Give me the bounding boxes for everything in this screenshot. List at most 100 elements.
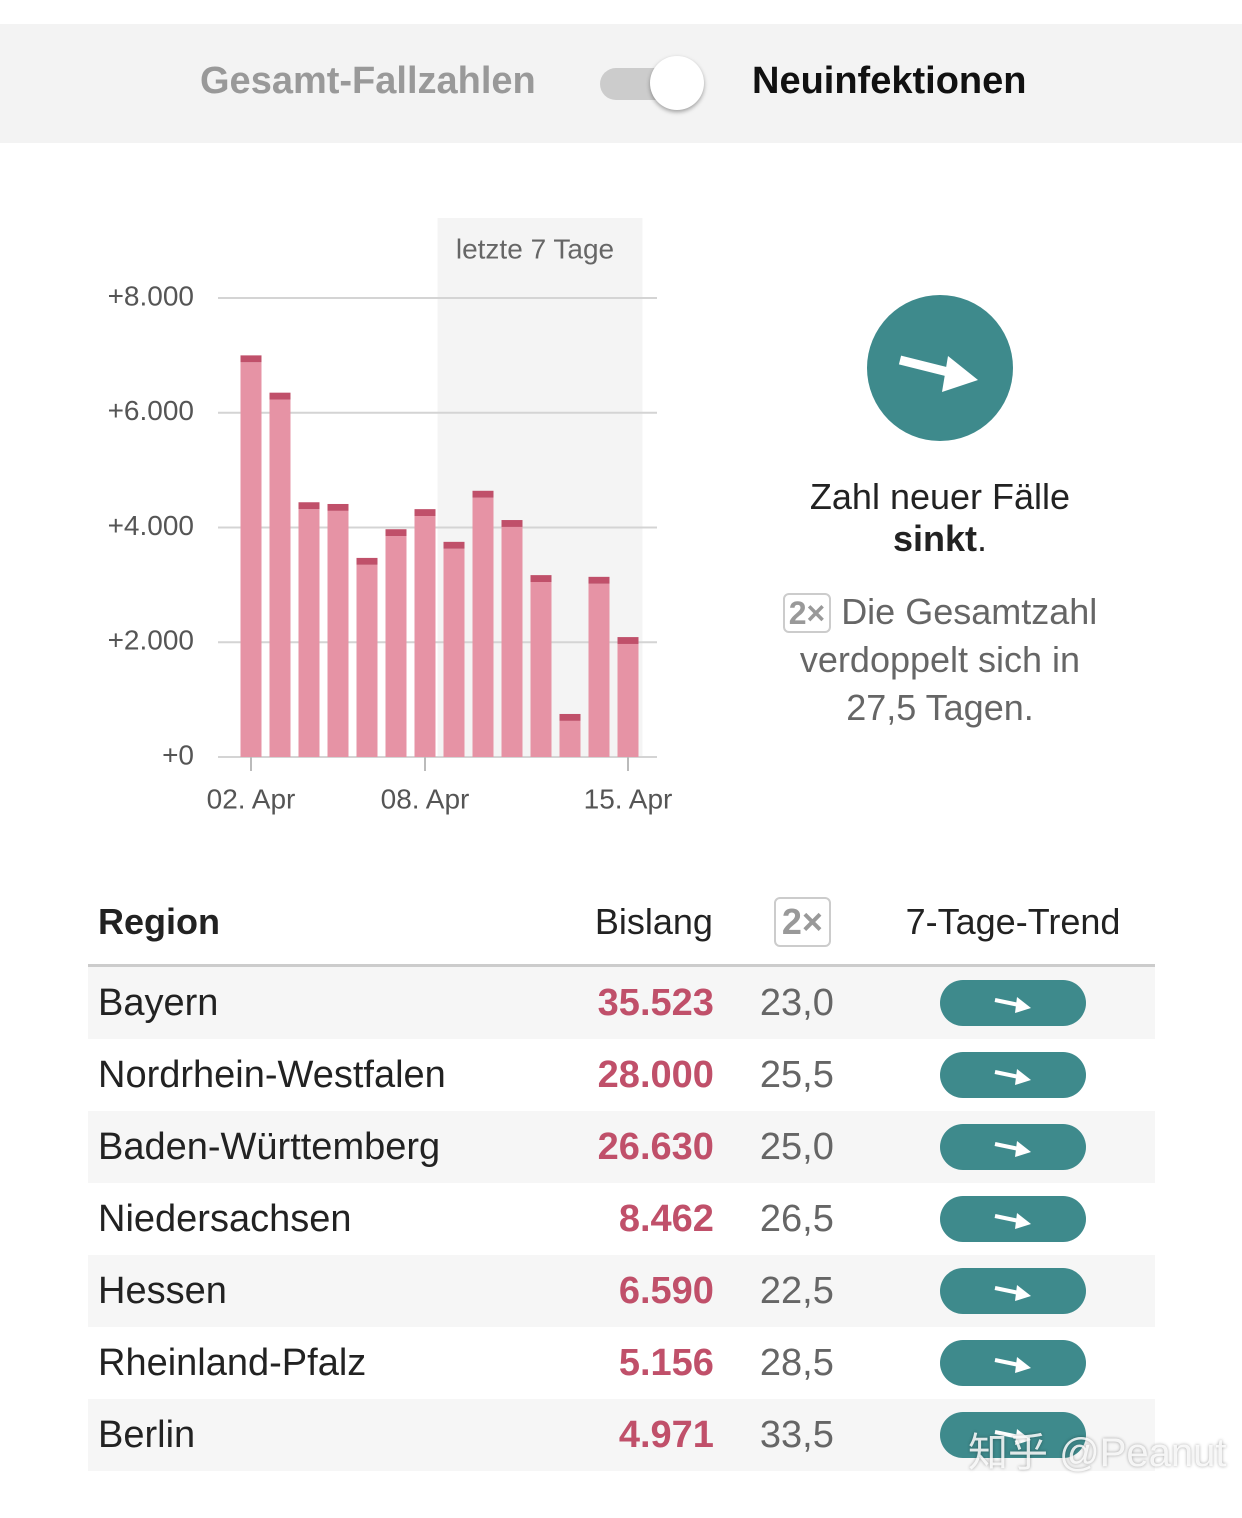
trend-arrow [994,1069,1032,1085]
bar [472,490,494,498]
bar [472,497,494,757]
toggle-left[interactable]: Gesamt-Fallzahlen [200,60,536,102]
header-doubling: 2× [713,880,872,967]
toggle-knob[interactable] [650,56,704,110]
doubling: 28,5 [759,1341,834,1384]
toggle-bar: Gesamt-Fallzahlen Neuinfektionen [0,24,1242,143]
highlight-label: letzte 7 Tage [456,233,614,264]
trend-end: . [977,518,988,559]
y-tick-label: +0 [162,739,194,770]
region: Bayern [88,965,557,1039]
bar [443,541,465,549]
trend [871,1111,1155,1183]
doubling: 22,5 [713,1255,872,1327]
trend-word: sinkt [892,518,977,559]
total: 28.000 [597,1053,714,1096]
trend-arrow [994,1285,1032,1301]
header-badge: 2× [773,897,831,947]
trend-icon [867,295,1013,441]
trend [871,1327,1155,1399]
trend [871,1399,1155,1471]
y-tick-label: +6.000 [108,395,194,426]
doubling: 23,0 [713,965,872,1039]
table-row: Hessen 6.590 22,5 [88,1255,1155,1327]
bar [269,399,291,757]
bar [501,526,523,757]
bar [588,576,610,584]
bar [269,392,291,400]
bar [559,720,581,757]
bar [617,637,639,644]
trend-text: Zahl neuer Fälle [809,476,1071,517]
table-row: Baden-Württemberg 26.630 25,0 [88,1111,1155,1183]
total: 35.523 [556,965,714,1039]
bar [240,355,262,363]
trend-pill [940,1124,1087,1170]
x-tick-label: 15. Apr [584,783,673,814]
trend-arrow [994,1357,1032,1373]
trend-arrow [994,1213,1032,1229]
region-table: Region Bislang 2× 7-Tage-Trend Bayern 35.… [88,880,1155,1471]
region: Niedersachsen [98,1197,352,1240]
doubling: 26,5 [759,1197,834,1240]
header-total: Bislang [556,880,714,967]
x-tick-label: 02. Apr [207,783,296,814]
header-region: Region [88,880,557,967]
table-row: Bayern 35.523 23,0 [88,965,1155,1039]
bar [414,516,436,757]
trend-pill [940,980,1087,1026]
toggle-right[interactable]: Neuinfektionen [752,60,1027,102]
bar [356,564,378,757]
doubling: 25,5 [759,1053,834,1096]
doubling: 33,5 [713,1399,872,1471]
header-trend: 7-Tage-Trend [871,880,1155,967]
trend-arrow [994,1429,1032,1445]
bar [530,582,552,757]
bar [501,520,523,527]
region: Nordrhein-Westfalen [98,1053,446,1096]
bar [443,548,465,757]
total: 8.462 [618,1197,714,1240]
trend [871,1255,1155,1327]
trend-pill [940,1412,1087,1458]
region: Hessen [88,1255,557,1327]
trend [871,1039,1155,1111]
bar [298,509,320,757]
bar [327,503,349,511]
y-tick-label: +4.000 [108,510,194,541]
table-row: Nordrhein-Westfalen 28.000 25,5 [88,1039,1155,1111]
total: 4.971 [556,1399,714,1471]
bar [240,362,262,757]
table-row: Rheinland-Pfalz 5.156 28,5 [88,1327,1155,1399]
trend-arrow [994,997,1032,1013]
bar [588,583,610,757]
trend-panel: Zahl neuer Fälle sinkt. 2× Die Gesamtzah… [760,294,1120,732]
bar [298,502,320,510]
total: 26.630 [556,1111,714,1183]
trend-pill [940,1340,1087,1386]
region: Rheinland-Pfalz [98,1341,367,1384]
x-tick-label: 08. Apr [381,783,470,814]
region: Berlin [88,1399,557,1471]
chart: letzte 7 Tage +0 +2.000 +4.000 +6.000 +8.000 0… [108,218,673,814]
bar [327,510,349,757]
doubling-badge: 2× [782,593,832,633]
bar [559,713,581,721]
bar [617,643,639,757]
y-tick-label: +2.000 [108,625,194,656]
doubling: 25,0 [713,1111,872,1183]
watermark: 知乎 @Peanut [968,1431,1227,1475]
trend-arrow [994,1141,1032,1157]
region: Baden-Württemberg [88,1111,557,1183]
total: 6.590 [556,1255,714,1327]
table-row: Niedersachsen 8.462 26,5 [88,1183,1155,1255]
bar [356,557,378,565]
doubling-text: Die Gesamtzahl verdoppelt sich in 27,5 T… [799,591,1098,728]
total: 5.156 [618,1341,714,1384]
bar [385,536,407,757]
trend [871,1183,1155,1255]
bar [385,529,407,537]
y-tick-label: +8.000 [108,280,194,311]
trend-pill [940,1052,1087,1098]
